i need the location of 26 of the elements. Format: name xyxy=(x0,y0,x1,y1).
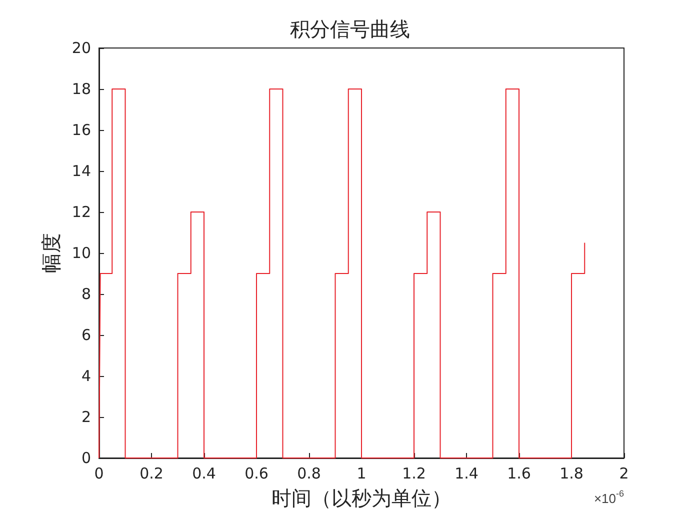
y-tick-label: 16 xyxy=(72,121,91,139)
y-tick-label: 20 xyxy=(72,39,91,57)
x-tick-label: 2 xyxy=(619,464,629,482)
x-tick-label: 0.6 xyxy=(244,464,268,482)
x-tick-label: 0.8 xyxy=(297,464,321,482)
y-tick-label: 4 xyxy=(81,367,91,385)
y-tick-label: 6 xyxy=(81,326,91,344)
x-tick-label: 1.2 xyxy=(402,464,426,482)
y-tick-label: 8 xyxy=(81,285,91,303)
x-tick-label: 0.4 xyxy=(192,464,216,482)
x-tick-label: 1 xyxy=(356,464,366,482)
x-tick-label: 1.8 xyxy=(560,464,584,482)
y-tick-label: 18 xyxy=(72,80,91,98)
x-axis-title: 时间（以秒为单位） xyxy=(272,486,452,510)
x-tick-label: 1.4 xyxy=(454,464,478,482)
y-axis-title: 幅度 xyxy=(39,233,64,273)
x-tick-label: 1.6 xyxy=(507,464,531,482)
line-series xyxy=(98,88,586,458)
x-tick-label: 0 xyxy=(94,464,104,482)
y-tick-label: 12 xyxy=(72,203,91,221)
y-tick-label: 0 xyxy=(81,449,91,467)
chart-title: 积分信号曲线 xyxy=(290,17,410,41)
x-tick-label: 0.2 xyxy=(140,464,164,482)
y-tick-label: 2 xyxy=(81,408,91,426)
y-tick-label: 14 xyxy=(72,162,91,180)
y-tick-label: 10 xyxy=(72,244,91,262)
